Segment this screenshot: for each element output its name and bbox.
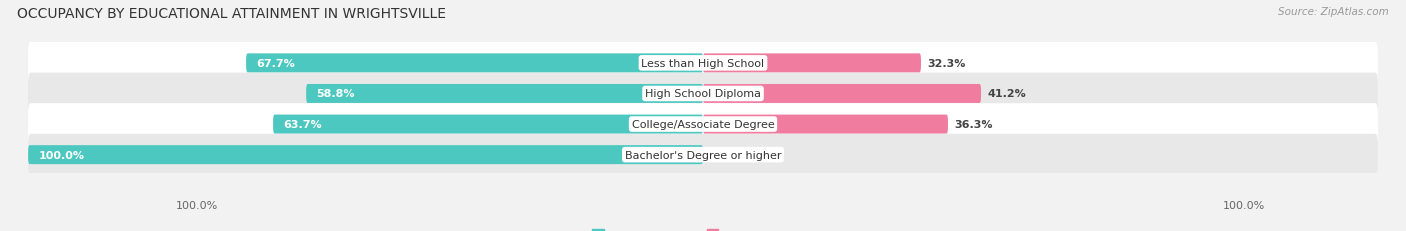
Text: College/Associate Degree: College/Associate Degree xyxy=(631,119,775,130)
Text: 100.0%: 100.0% xyxy=(176,200,218,210)
Text: 36.3%: 36.3% xyxy=(955,119,993,130)
FancyBboxPatch shape xyxy=(703,85,981,103)
Legend: Owner-occupied, Renter-occupied: Owner-occupied, Renter-occupied xyxy=(588,225,818,231)
Text: 0.0%: 0.0% xyxy=(710,150,741,160)
Text: 63.7%: 63.7% xyxy=(283,119,322,130)
Text: OCCUPANCY BY EDUCATIONAL ATTAINMENT IN WRIGHTSVILLE: OCCUPANCY BY EDUCATIONAL ATTAINMENT IN W… xyxy=(17,7,446,21)
FancyBboxPatch shape xyxy=(28,146,703,164)
FancyBboxPatch shape xyxy=(246,54,703,73)
FancyBboxPatch shape xyxy=(28,134,1378,176)
Text: 100.0%: 100.0% xyxy=(38,150,84,160)
FancyBboxPatch shape xyxy=(703,115,948,134)
FancyBboxPatch shape xyxy=(703,54,921,73)
Text: 32.3%: 32.3% xyxy=(928,59,966,69)
Text: 58.8%: 58.8% xyxy=(316,89,354,99)
FancyBboxPatch shape xyxy=(28,43,1378,84)
Text: 41.2%: 41.2% xyxy=(988,89,1026,99)
Text: 100.0%: 100.0% xyxy=(1223,200,1265,210)
Text: 67.7%: 67.7% xyxy=(256,59,295,69)
FancyBboxPatch shape xyxy=(28,73,1378,115)
Text: Less than High School: Less than High School xyxy=(641,59,765,69)
Text: Source: ZipAtlas.com: Source: ZipAtlas.com xyxy=(1278,7,1389,17)
FancyBboxPatch shape xyxy=(273,115,703,134)
Text: High School Diploma: High School Diploma xyxy=(645,89,761,99)
Text: Bachelor's Degree or higher: Bachelor's Degree or higher xyxy=(624,150,782,160)
FancyBboxPatch shape xyxy=(307,85,703,103)
FancyBboxPatch shape xyxy=(28,104,1378,145)
